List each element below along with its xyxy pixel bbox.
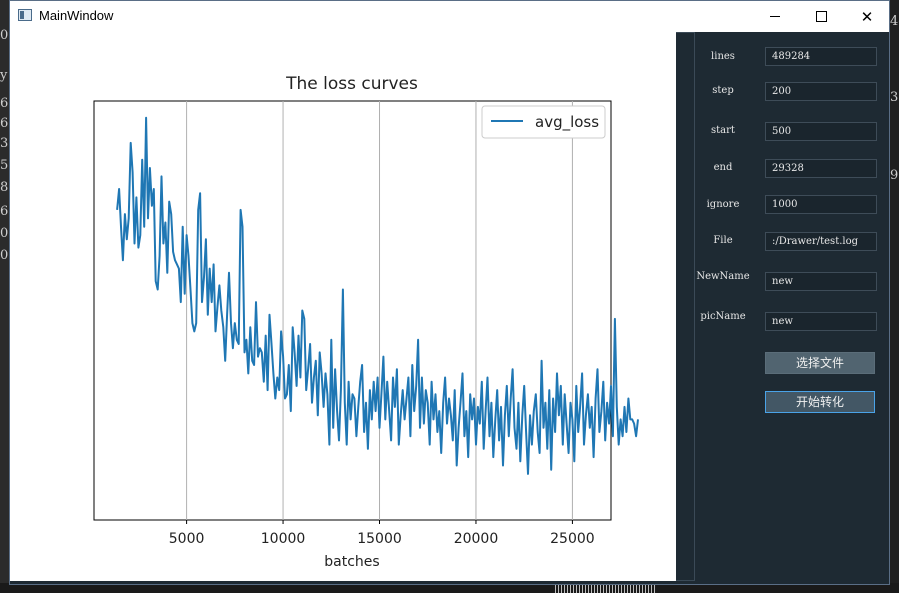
plot-frame <box>93 100 612 521</box>
new-name-input[interactable]: new <box>765 272 877 291</box>
desktop-text-fragment: 6 <box>0 204 9 219</box>
maximize-icon <box>815 11 827 22</box>
app-icon <box>18 9 32 21</box>
step-input[interactable]: 200 <box>765 82 877 101</box>
desktop-text-fragment: 3 <box>0 136 9 151</box>
x-tick-label: 25000 <box>550 531 595 547</box>
minimize-icon <box>770 16 780 17</box>
legend-box <box>481 105 606 139</box>
splitter-panel[interactable] <box>676 32 695 581</box>
pic-name-input[interactable]: new <box>765 312 877 331</box>
desktop-text-fragment: 4e <box>890 14 899 29</box>
desktop-text-fragment: 6 <box>0 116 9 131</box>
desktop-text-fragment: 3 <box>890 90 899 105</box>
plot-canvas: The loss curves 5000 10000 15000 20000 25000… <box>10 32 676 581</box>
pic-name-label: picName <box>700 311 746 322</box>
grid-lines <box>186 101 573 520</box>
x-tick-label: 5000 <box>169 531 205 547</box>
x-tick-label: 10000 <box>261 531 306 547</box>
desktop-background-bottom <box>0 583 899 593</box>
x-axis-label: batches <box>324 554 379 570</box>
close-icon: ✕ <box>860 7 874 26</box>
file-input[interactable]: :/Drawer/test.log <box>765 232 877 251</box>
legend-label-avg-loss: avg_loss <box>535 113 599 132</box>
ignore-label: ignore <box>706 199 740 210</box>
desktop-text-fragment: 0 <box>0 28 9 43</box>
chart-title: The loss curves <box>285 74 418 94</box>
select-file-button[interactable]: 选择文件 <box>765 352 875 374</box>
minimize-button[interactable] <box>752 1 798 32</box>
main-window: MainWindow ✕ The loss curves 5000 10000 15… <box>9 0 890 585</box>
legend: avg_loss <box>481 105 606 139</box>
maximize-button[interactable] <box>798 1 844 32</box>
desktop-background-left <box>0 0 10 593</box>
new-name-label: NewName <box>696 271 750 282</box>
desktop-background-pattern <box>555 583 655 593</box>
start-label: start <box>711 125 735 136</box>
step-label: step <box>712 85 734 96</box>
start-convert-button[interactable]: 开始转化 <box>765 391 875 413</box>
x-axis-ticks: 5000 10000 15000 20000 25000 <box>169 520 595 547</box>
loss-chart: The loss curves 5000 10000 15000 20000 25000… <box>93 74 639 570</box>
window-title: MainWindow <box>39 8 114 23</box>
desktop-text-fragment: 0 <box>0 248 9 263</box>
desktop-text-fragment: 9 <box>890 168 899 183</box>
series-line-avg-loss <box>116 116 639 475</box>
start-input[interactable]: 500 <box>765 122 877 141</box>
lines-input[interactable]: 489284 <box>765 47 877 66</box>
file-label: File <box>713 235 733 246</box>
desktop-text-fragment: y <box>0 68 8 83</box>
ignore-input[interactable]: 1000 <box>765 195 877 214</box>
desktop-text-fragment: 5 <box>0 158 9 173</box>
x-tick-label: 15000 <box>357 531 402 547</box>
desktop-text-fragment: 8 <box>0 180 9 195</box>
desktop-text-fragment: 6 <box>0 96 9 111</box>
end-input[interactable]: 29328 <box>765 159 877 178</box>
title-bar[interactable]: MainWindow ✕ <box>10 1 889 32</box>
lines-label: lines <box>711 51 735 62</box>
end-label: end <box>713 162 733 173</box>
close-button[interactable]: ✕ <box>844 1 890 32</box>
x-tick-label: 20000 <box>454 531 499 547</box>
desktop-text-fragment: 0 <box>0 226 9 241</box>
